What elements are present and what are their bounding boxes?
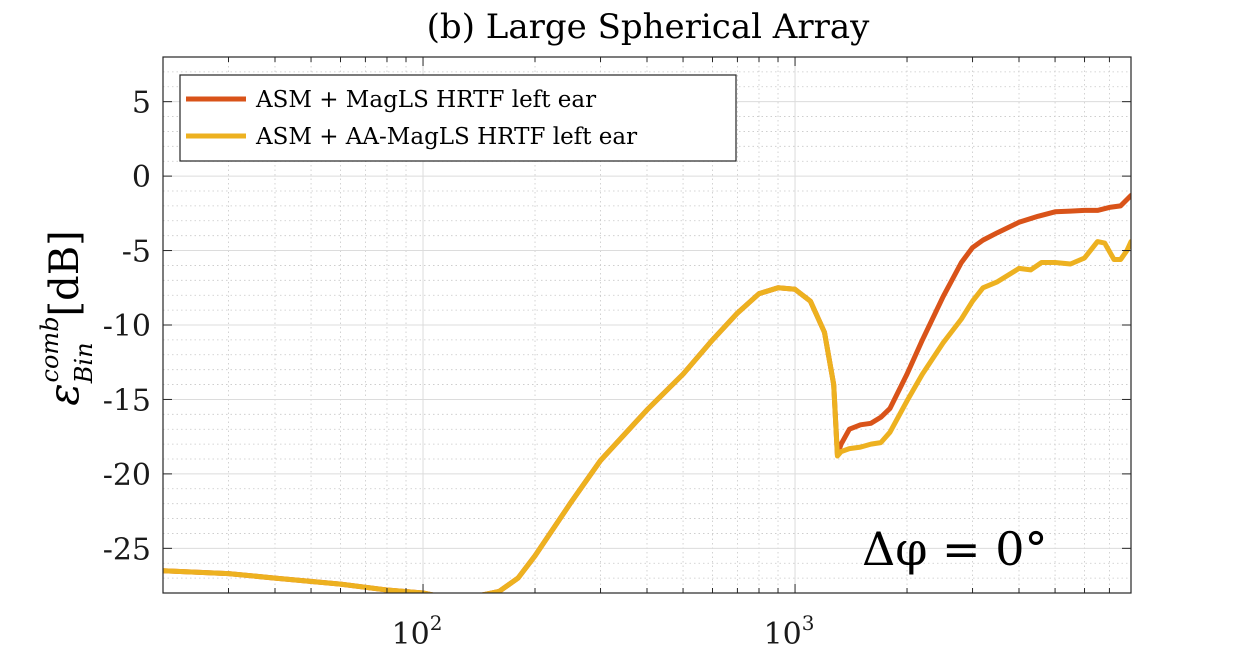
y-tick-label: 5 <box>132 86 151 121</box>
y-tick-label: 0 <box>132 160 151 195</box>
x-tick-label: 103 <box>764 611 815 652</box>
y-tick-label: -10 <box>103 309 151 344</box>
y-tick-label: -20 <box>103 458 151 493</box>
y-axis-label-subscript: Bin <box>70 342 98 384</box>
legend-box <box>179 74 737 162</box>
chart-title: (b) Large Spherical Array <box>427 7 870 47</box>
y-tick-label: -15 <box>103 383 151 418</box>
y-tick-label: -25 <box>103 532 151 567</box>
y-axis-label-symbol: ε <box>39 383 88 406</box>
x-tick-label: 102 <box>392 611 443 652</box>
series-line-aa-maglls <box>163 239 1131 593</box>
legend: ASM + MagLS HRTF left ear ASM + AA-MagLS… <box>179 74 737 162</box>
svg-text:εBincomb[dB]: εBincomb[dB] <box>36 230 98 406</box>
y-axis-label: εBincomb[dB] <box>36 230 98 406</box>
y-axis-label-superscript: comb <box>36 316 64 382</box>
plot-area: 5 0 -5 -10 -15 -20 -25 102 103 <box>103 56 1132 652</box>
y-axis-label-unit: [dB] <box>42 230 88 316</box>
legend-label-maglls: ASM + MagLS HRTF left ear <box>255 87 596 113</box>
y-tick-label: -5 <box>122 235 151 270</box>
delta-phi-annotation: Δφ = 0° <box>862 522 1047 576</box>
legend-label-aa-maglls: ASM + AA-MagLS HRTF left ear <box>255 124 637 150</box>
